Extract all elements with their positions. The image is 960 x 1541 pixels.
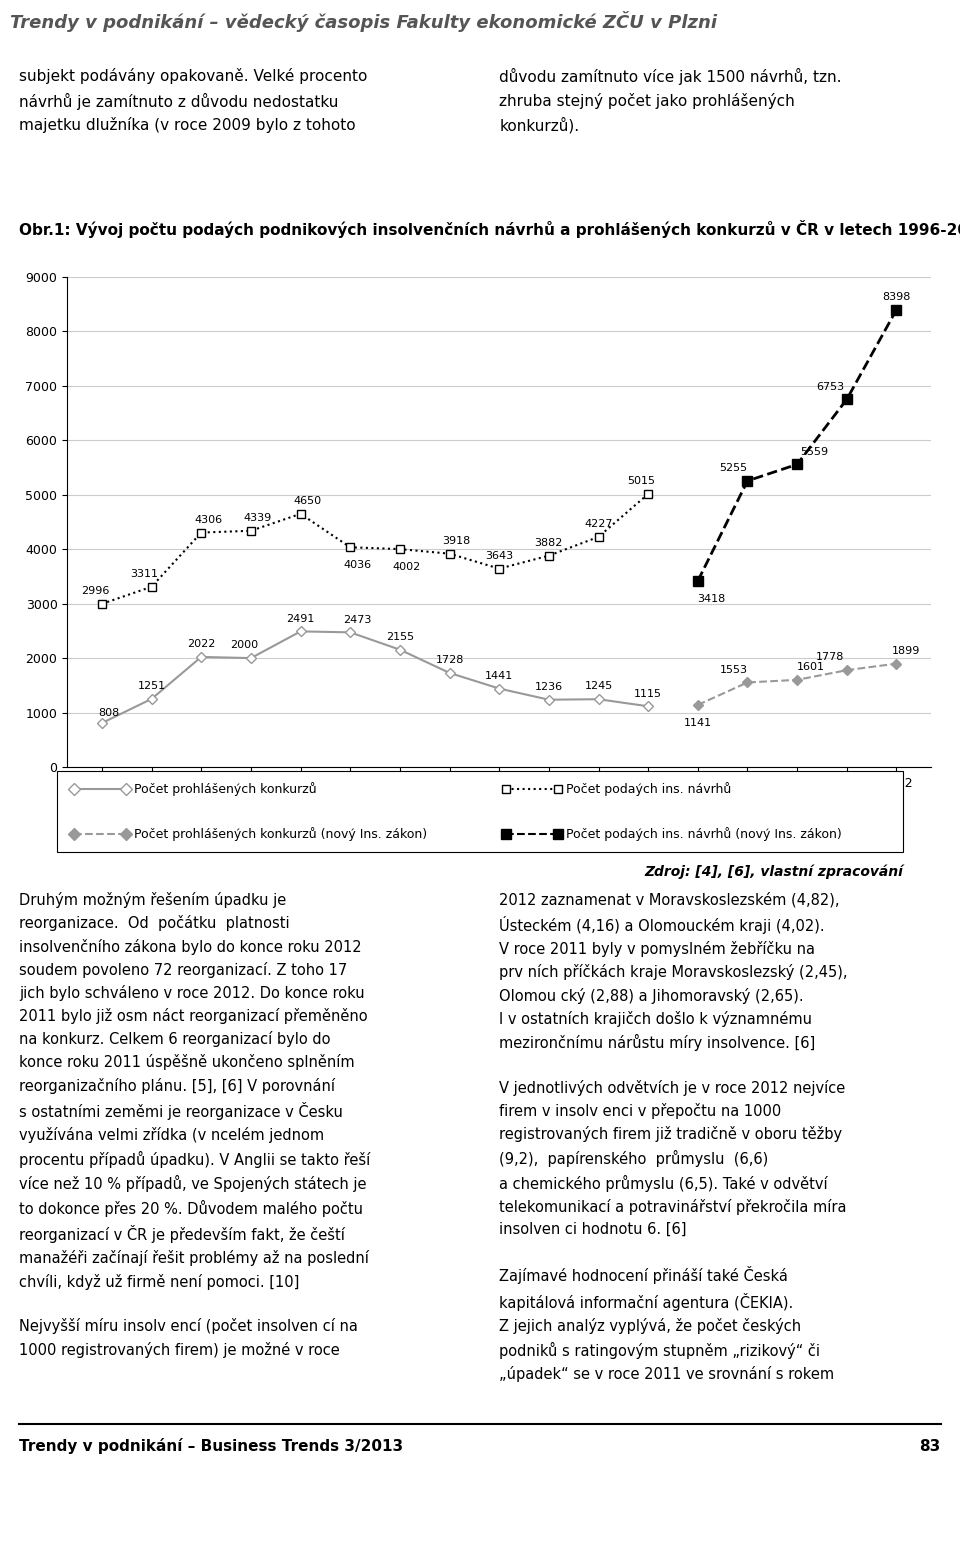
Text: 3882: 3882: [535, 538, 564, 549]
Text: 2473: 2473: [343, 615, 372, 624]
Text: 3918: 3918: [443, 536, 470, 546]
Text: Obr.1: Vývoj počtu podaých podnikových insolvenčních návrhů a prohlášených konku: Obr.1: Vývoj počtu podaých podnikových i…: [19, 220, 960, 237]
Text: 4339: 4339: [244, 513, 272, 522]
Text: Počet podaých ins. návrhů (nový Ins. zákon): Počet podaých ins. návrhů (nový Ins. zák…: [566, 828, 842, 841]
Text: 8398: 8398: [882, 293, 911, 302]
Text: Počet podaých ins. návrhů: Počet podaých ins. návrhů: [566, 783, 732, 797]
Text: 1553: 1553: [720, 664, 748, 675]
Text: Druhým možným řešením úpadku je
reorganizace.  Od  počátku  platnosti
insolvenčn: Druhým možným řešením úpadku je reorgani…: [19, 892, 371, 1358]
Text: 1115: 1115: [635, 689, 662, 698]
Text: 1899: 1899: [892, 646, 921, 656]
Text: 4650: 4650: [294, 496, 322, 505]
Text: subjekt podávány opakovaně. Velké procento
návrhů je zamítnuto z důvodu nedostat: subjekt podávány opakovaně. Velké procen…: [19, 68, 368, 134]
FancyBboxPatch shape: [57, 772, 903, 852]
Text: 3311: 3311: [131, 569, 158, 579]
Text: 5255: 5255: [720, 464, 748, 473]
Text: 5015: 5015: [627, 476, 656, 487]
Text: 2022: 2022: [187, 640, 215, 649]
Text: 83: 83: [920, 1439, 941, 1453]
Text: 1441: 1441: [485, 670, 514, 681]
Text: 1251: 1251: [137, 681, 166, 692]
Text: 1236: 1236: [535, 683, 563, 692]
Text: Trendy v podnikání – vědecký časopis Fakulty ekonomické ZČU v Plzni: Trendy v podnikání – vědecký časopis Fak…: [10, 11, 716, 31]
Text: 1141: 1141: [684, 718, 712, 727]
Text: 2996: 2996: [81, 586, 109, 596]
Text: 3418: 3418: [698, 593, 726, 604]
Text: 6753: 6753: [816, 382, 844, 391]
Text: 3643: 3643: [485, 552, 514, 561]
Text: 808: 808: [98, 707, 120, 718]
Text: 5559: 5559: [800, 447, 828, 456]
Text: 2000: 2000: [229, 641, 258, 650]
Text: 1601: 1601: [797, 663, 825, 672]
Text: Počet prohlášených konkurzů (nový Ins. zákon): Počet prohlášených konkurzů (nový Ins. z…: [134, 828, 427, 841]
Text: důvodu zamítnuto více jak 1500 návrhů, tzn.
zhruba stejný počet jako prohlášenýc: důvodu zamítnuto více jak 1500 návrhů, t…: [499, 68, 842, 134]
Text: 4002: 4002: [393, 562, 420, 572]
Text: 4227: 4227: [585, 519, 612, 529]
Text: 1778: 1778: [816, 652, 844, 663]
Text: 4036: 4036: [343, 559, 372, 570]
Text: Počet prohlášených konkurzů: Počet prohlášených konkurzů: [134, 783, 317, 797]
Text: 1728: 1728: [435, 655, 464, 666]
Text: 2491: 2491: [286, 613, 315, 624]
Text: Trendy v podnikání – Business Trends 3/2013: Trendy v podnikání – Business Trends 3/2…: [19, 1438, 403, 1455]
Text: Zdroj: [4], [6], vlastní zpracování: Zdroj: [4], [6], vlastní zpracování: [644, 865, 903, 880]
Text: 1245: 1245: [585, 681, 612, 692]
Text: 2155: 2155: [386, 632, 414, 643]
Text: 4306: 4306: [194, 515, 223, 525]
Text: 2012 zaznamenat v Moravskoslezském (4,82),
Ústeckém (4,16) a Olomouckém kraji (4: 2012 zaznamenat v Moravskoslezském (4,82…: [499, 892, 848, 1382]
